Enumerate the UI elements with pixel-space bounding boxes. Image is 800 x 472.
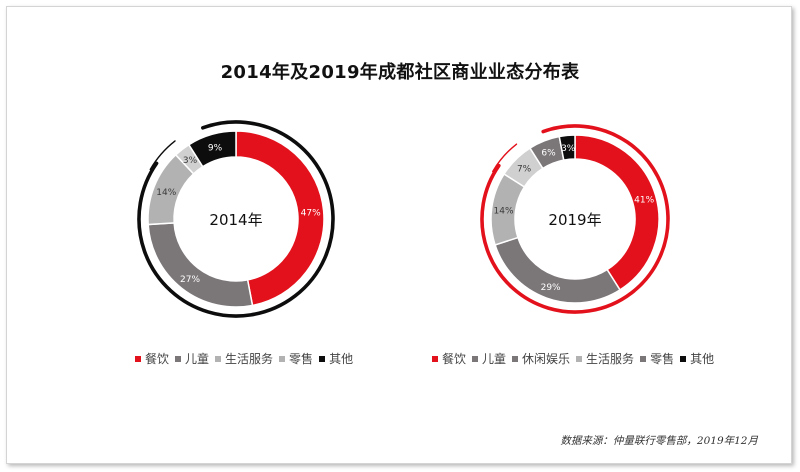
legend-2019-label-0: 餐饮 <box>442 352 467 366</box>
legend-2019-item-4: 零售 <box>640 350 674 367</box>
legend-2019-label-3: 生活服务 <box>586 352 635 366</box>
donut-2014-slice-0 <box>235 130 325 307</box>
legend-2014-item-0: 餐饮 <box>135 350 169 367</box>
donut-2014-accent-ring-tail <box>149 140 176 171</box>
legend-2019-swatch-5 <box>680 355 687 362</box>
legend-2014-swatch-3 <box>279 355 286 362</box>
legend-2019-item-5: 其他 <box>680 350 714 367</box>
legend-2019-label-4: 零售 <box>650 352 675 366</box>
data-source-note: 数据来源：仲量联行零售部，2019年12月 <box>560 435 758 447</box>
legend-2014-swatch-4 <box>319 355 326 362</box>
donut-2014-center-label: 2014年 <box>209 211 262 229</box>
donut-2014-slice-1 <box>147 222 254 308</box>
donut-2014-slice-label-1: 27% <box>180 275 200 285</box>
legend-2014: 餐饮 儿童 生活服务 零售 其他 <box>135 350 359 367</box>
donut-2019-center-label: 2019年 <box>548 211 601 229</box>
donut-2019-slice-0 <box>574 134 660 291</box>
legend-2014-item-2: 生活服务 <box>215 350 273 367</box>
legend-2014-swatch-2 <box>215 355 222 362</box>
donut-2014-slice-4 <box>187 130 237 168</box>
donut-2014-accent-ring <box>137 120 335 318</box>
legend-2019-swatch-4 <box>640 355 647 362</box>
legend-2014-label-1: 儿童 <box>185 352 210 366</box>
legend-2019-swatch-0 <box>432 355 438 362</box>
legend-2014-label-0: 餐饮 <box>145 352 170 366</box>
donut-2019-slice-label-1: 29% <box>541 283 561 293</box>
legend-2019-label-5: 其他 <box>690 352 715 366</box>
donut-2019-slice-5 <box>558 134 576 161</box>
legend-2019-swatch-3 <box>576 355 583 362</box>
donut-2019-accent-ring <box>480 124 670 314</box>
donut-2014-slice-label-3: 3% <box>183 156 198 166</box>
legend-2014-item-1: 儿童 <box>175 350 209 367</box>
legend-2014-label-2: 生活服务 <box>225 352 274 366</box>
legend-2019-item-3: 生活服务 <box>576 350 634 367</box>
legend-2014-swatch-1 <box>175 355 182 362</box>
chart-title: 2014年及2019年成都社区商业业态分布表 <box>220 62 580 83</box>
donut-2019-accent-ring-tail <box>492 143 518 173</box>
donut-2019-slice-label-4: 6% <box>541 149 556 159</box>
legend-2019-swatch-2 <box>512 355 519 362</box>
legend-2019-label-2: 休闲娱乐 <box>522 352 571 366</box>
donut-2019-slice-label-3: 7% <box>517 165 532 175</box>
legend-2014-item-4: 其他 <box>319 350 353 367</box>
donut-2019-slice-label-2: 14% <box>494 206 514 216</box>
legend-2019-item-2: 休闲娱乐 <box>512 350 570 367</box>
legend-2019-item-0: 餐饮 <box>432 350 466 367</box>
donut-2014-slice-label-2: 14% <box>156 188 176 198</box>
legend-2019-label-1: 儿童 <box>482 352 507 366</box>
legend-2019: 餐饮 儿童 休闲娱乐 生活服务 零售 其他 <box>432 350 720 367</box>
legend-2014-swatch-0 <box>135 355 141 362</box>
donut-2014-slice-label-4: 9% <box>208 143 223 153</box>
legend-2019-item-1: 儿童 <box>472 350 506 367</box>
donut-2019-slice-label-0: 41% <box>634 195 654 205</box>
legend-2014-item-3: 零售 <box>279 350 313 367</box>
legend-2019-swatch-1 <box>472 355 479 362</box>
donut-2014-slice-label-0: 47% <box>301 208 321 218</box>
legend-2014-label-3: 零售 <box>289 352 314 366</box>
donut-2019-slice-label-5: 3% <box>561 144 576 154</box>
chart-frame <box>6 6 792 464</box>
legend-2014-label-4: 其他 <box>329 352 354 366</box>
